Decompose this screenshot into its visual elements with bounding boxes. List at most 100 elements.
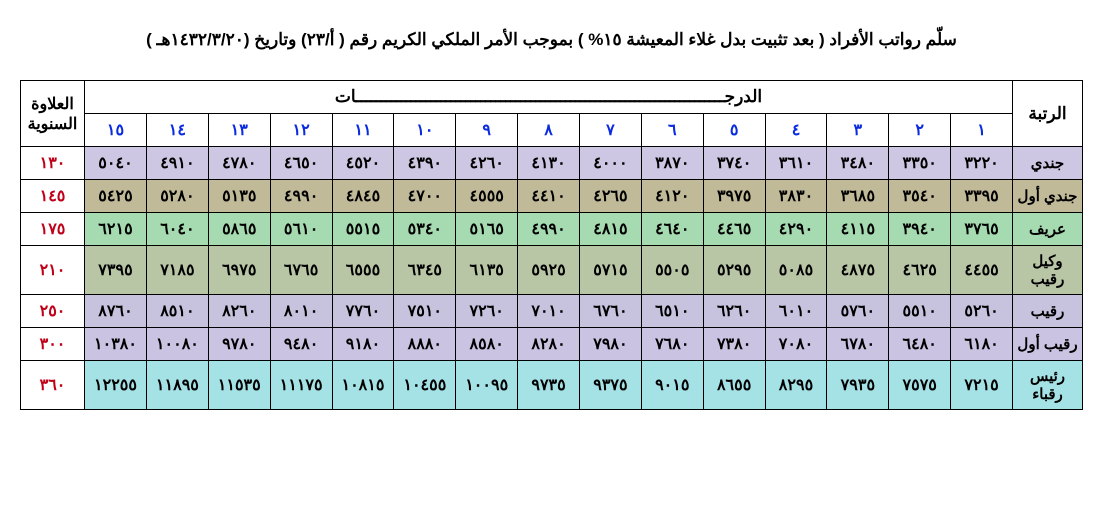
value-cell: ١٠٠٩٥ <box>456 361 518 410</box>
value-cell: ١٠٤٥٥ <box>394 361 456 410</box>
value-cell: ٦٣٤٥ <box>394 246 456 295</box>
table-row: رئيس رقباء٧٢١٥٧٥٧٥٧٩٣٥٨٢٩٥٨٦٥٥٩٠١٥٩٣٧٥٩٧… <box>21 361 1083 410</box>
value-cell: ٤٦٤٠ <box>641 213 703 246</box>
value-cell: ٤١٣٠ <box>518 147 580 180</box>
bonus-cell: ١٧٥ <box>21 213 85 246</box>
value-cell: ١٢٢٥٥ <box>85 361 147 410</box>
value-cell: ٤٥٥٥ <box>456 180 518 213</box>
value-cell: ٨٢٨٠ <box>518 328 580 361</box>
value-cell: ٣٧٤٠ <box>703 147 765 180</box>
value-cell: ٥٢٩٥ <box>703 246 765 295</box>
value-cell: ٣٦١٠ <box>765 147 827 180</box>
value-cell: ٥٨٦٥ <box>208 213 270 246</box>
value-cell: ٥٢٨٠ <box>146 180 208 213</box>
value-cell: ١١١٧٥ <box>270 361 332 410</box>
value-cell: ٦٢١٥ <box>85 213 147 246</box>
page-title: سلّم رواتب الأفراد ( بعد تثبيت بدل غلاء … <box>20 30 1083 50</box>
header-degree-1: ١ <box>951 114 1013 147</box>
rank-cell: رقيب أول <box>1013 328 1083 361</box>
value-cell: ٨٦٥٥ <box>703 361 765 410</box>
salary-table-container: سلّم رواتب الأفراد ( بعد تثبيت بدل غلاء … <box>20 30 1083 410</box>
value-cell: ٨٠١٠ <box>270 295 332 328</box>
value-cell: ٥٠٨٥ <box>765 246 827 295</box>
value-cell: ٧١٨٥ <box>146 246 208 295</box>
value-cell: ٧٦٨٠ <box>641 328 703 361</box>
value-cell: ٤٧٠٠ <box>394 180 456 213</box>
header-degrees: الدرجـــــــــــــــــــــــــــــــــــ… <box>85 81 1013 114</box>
header-degree-8: ٨ <box>518 114 580 147</box>
header-rank: الرتبة <box>1013 81 1083 147</box>
value-cell: ٤٨١٥ <box>579 213 641 246</box>
value-cell: ٥٧١٥ <box>579 246 641 295</box>
value-cell: ٧٢٦٠ <box>456 295 518 328</box>
value-cell: ١٠٠٨٠ <box>146 328 208 361</box>
value-cell: ٤٤٦٥ <box>703 213 765 246</box>
value-cell: ٥٧٦٠ <box>827 295 889 328</box>
value-cell: ٩٠١٥ <box>641 361 703 410</box>
value-cell: ٦١٣٥ <box>456 246 518 295</box>
value-cell: ٥٥١٠ <box>889 295 951 328</box>
value-cell: ٣٩٤٠ <box>889 213 951 246</box>
value-cell: ٧٩٣٥ <box>827 361 889 410</box>
value-cell: ٩٧٨٠ <box>208 328 270 361</box>
value-cell: ٥٥٠٥ <box>641 246 703 295</box>
bonus-cell: ٢٥٠ <box>21 295 85 328</box>
value-cell: ٩١٨٠ <box>332 328 394 361</box>
bonus-cell: ٣٦٠ <box>21 361 85 410</box>
value-cell: ٣٩٧٥ <box>703 180 765 213</box>
value-cell: ٤٩٩٠ <box>518 213 580 246</box>
value-cell: ٣٨٣٠ <box>765 180 827 213</box>
value-cell: ٤٢٩٠ <box>765 213 827 246</box>
header-degree-14: ١٤ <box>146 114 208 147</box>
value-cell: ٤١١٥ <box>827 213 889 246</box>
bonus-cell: ٢١٠ <box>21 246 85 295</box>
value-cell: ٨٧٦٠ <box>85 295 147 328</box>
value-cell: ٦٤٨٠ <box>889 328 951 361</box>
value-cell: ٨٨٨٠ <box>394 328 456 361</box>
header-degree-13: ١٣ <box>208 114 270 147</box>
value-cell: ٤٢٦٥ <box>579 180 641 213</box>
value-cell: ٣٦٨٥ <box>827 180 889 213</box>
value-cell: ٤٧٨٠ <box>208 147 270 180</box>
value-cell: ٤٤٥٥ <box>951 246 1013 295</box>
value-cell: ٤٦٢٥ <box>889 246 951 295</box>
value-cell: ٤٥٢٠ <box>332 147 394 180</box>
value-cell: ٣٤٨٠ <box>827 147 889 180</box>
value-cell: ١١٥٣٥ <box>208 361 270 410</box>
rank-cell: جندي أول <box>1013 180 1083 213</box>
value-cell: ٨٢٩٥ <box>765 361 827 410</box>
value-cell: ٦٠١٠ <box>765 295 827 328</box>
header-degree-10: ١٠ <box>394 114 456 147</box>
value-cell: ٦٥٥٥ <box>332 246 394 295</box>
value-cell: ٥١٣٥ <box>208 180 270 213</box>
value-cell: ٩٤٨٠ <box>270 328 332 361</box>
table-row: رقيب أول٦١٨٠٦٤٨٠٦٧٨٠٧٠٨٠٧٣٨٠٧٦٨٠٧٩٨٠٨٢٨٠… <box>21 328 1083 361</box>
value-cell: ٧٣٨٠ <box>703 328 765 361</box>
value-cell: ٩٧٣٥ <box>518 361 580 410</box>
header-bonus: العلاوة السنوية <box>21 81 85 147</box>
table-head: الرتبة الدرجــــــــــــــــــــــــــــ… <box>21 81 1083 147</box>
value-cell: ٥٦١٠ <box>270 213 332 246</box>
value-cell: ٥٠٤٠ <box>85 147 147 180</box>
value-cell: ٨٢٦٠ <box>208 295 270 328</box>
value-cell: ٦٠٤٠ <box>146 213 208 246</box>
table-row: جندي أول٣٣٩٥٣٥٤٠٣٦٨٥٣٨٣٠٣٩٧٥٤١٢٠٤٢٦٥٤٤١٠… <box>21 180 1083 213</box>
value-cell: ٣٨٧٠ <box>641 147 703 180</box>
value-cell: ١٠٣٨٠ <box>85 328 147 361</box>
table-row: عريف٣٧٦٥٣٩٤٠٤١١٥٤٢٩٠٤٤٦٥٤٦٤٠٤٨١٥٤٩٩٠٥١٦٥… <box>21 213 1083 246</box>
header-degree-4: ٤ <box>765 114 827 147</box>
value-cell: ٥٢٦٠ <box>951 295 1013 328</box>
salary-table: الرتبة الدرجــــــــــــــــــــــــــــ… <box>20 80 1083 410</box>
value-cell: ٤١٢٠ <box>641 180 703 213</box>
value-cell: ٤٤١٠ <box>518 180 580 213</box>
value-cell: ٥٤٢٥ <box>85 180 147 213</box>
rank-cell: رئيس رقباء <box>1013 361 1083 410</box>
value-cell: ٤٣٩٠ <box>394 147 456 180</box>
header-degree-12: ١٢ <box>270 114 332 147</box>
value-cell: ٨٥٨٠ <box>456 328 518 361</box>
header-degree-6: ٦ <box>641 114 703 147</box>
header-degree-15: ١٥ <box>85 114 147 147</box>
table-row: جندي٣٢٢٠٣٣٥٠٣٤٨٠٣٦١٠٣٧٤٠٣٨٧٠٤٠٠٠٤١٣٠٤٢٦٠… <box>21 147 1083 180</box>
value-cell: ٤٨٤٥ <box>332 180 394 213</box>
rank-cell: جندي <box>1013 147 1083 180</box>
